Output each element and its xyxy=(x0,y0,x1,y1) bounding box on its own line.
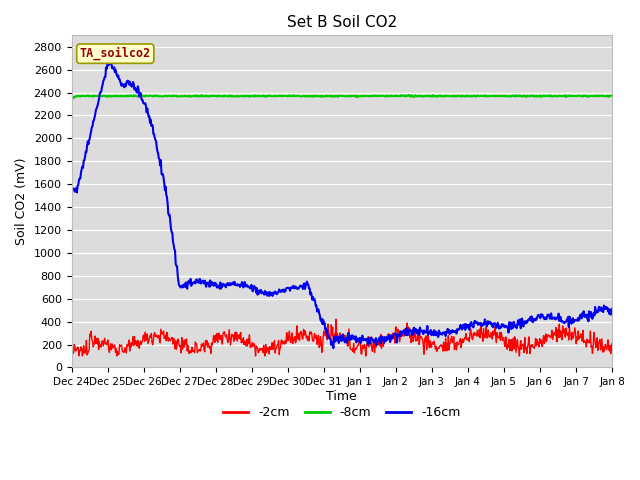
Legend: -2cm, -8cm, -16cm: -2cm, -8cm, -16cm xyxy=(218,401,465,424)
Title: Set B Soil CO2: Set B Soil CO2 xyxy=(287,15,397,30)
X-axis label: Time: Time xyxy=(326,390,357,403)
Y-axis label: Soil CO2 (mV): Soil CO2 (mV) xyxy=(15,157,28,245)
Text: TA_soilco2: TA_soilco2 xyxy=(79,47,151,60)
